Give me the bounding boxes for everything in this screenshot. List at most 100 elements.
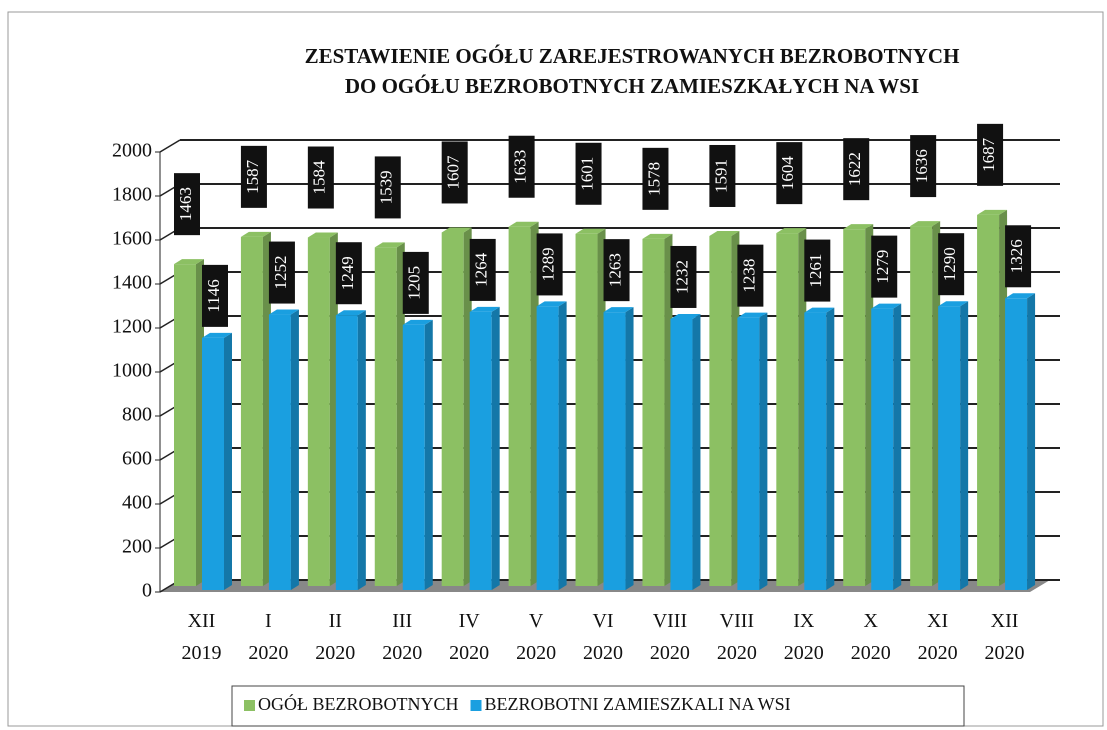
bar-side	[357, 310, 366, 590]
bar	[843, 224, 874, 586]
bar	[508, 221, 539, 587]
x-tick-label: I 2020	[248, 610, 288, 664]
data-label: 1622	[845, 152, 864, 186]
x-tick-label-line: V	[529, 610, 544, 632]
data-label-box	[776, 142, 803, 205]
y-tick-label: 1000	[112, 360, 152, 382]
bar-side	[625, 307, 634, 590]
data-label: 1249	[338, 256, 357, 290]
data-label: 1633	[511, 150, 530, 184]
data-label: 1463	[176, 187, 195, 221]
bar	[642, 233, 673, 586]
bar-top	[174, 259, 204, 265]
bar-front	[977, 214, 1000, 587]
data-label-box	[737, 244, 764, 307]
bar-front	[268, 314, 291, 590]
data-label: 1578	[644, 162, 663, 196]
y-tick-label: 1200	[112, 316, 152, 338]
chart-title: ZESTAWIENIE OGÓŁU ZAREJESTROWANYCH BEZRO…	[305, 44, 960, 68]
bar-top	[1005, 293, 1036, 299]
bar-top	[575, 228, 606, 234]
data-label: 1238	[739, 259, 758, 293]
bar	[575, 228, 606, 586]
x-tick-label: V 2020	[516, 610, 556, 664]
data-label: 1146	[204, 279, 223, 312]
bar-top	[603, 307, 634, 313]
chart-title: DO OGÓŁU BEZROBOTNYCH ZAMIESZKAŁYCH NA W…	[345, 74, 919, 98]
bar	[737, 312, 768, 590]
x-tick-label: VIII 2020	[650, 610, 690, 664]
bar	[603, 307, 634, 590]
data-label-box	[307, 146, 334, 209]
x-tick-label-line: 2020	[650, 642, 690, 664]
bar-front	[938, 306, 961, 590]
x-tick-label: II 2020	[315, 610, 355, 664]
bar-front	[508, 226, 531, 587]
bar-side	[1027, 293, 1036, 590]
data-label: 1252	[271, 256, 290, 290]
y-tick-label: 1800	[112, 184, 152, 206]
x-tick-label-line: 2020	[248, 642, 288, 664]
bar-top	[307, 232, 338, 238]
data-label-box	[1005, 225, 1032, 288]
bar-top	[938, 301, 969, 307]
bar	[441, 227, 472, 586]
data-label: 1263	[605, 253, 624, 287]
data-label: 1687	[979, 137, 998, 172]
x-tick-label-line: I	[265, 610, 272, 632]
bar	[174, 259, 204, 586]
data-label: 1604	[778, 156, 797, 191]
bar	[469, 306, 500, 590]
x-tick-label-line: XII	[991, 610, 1019, 632]
bar-top	[670, 313, 701, 319]
y-tick-label: 600	[122, 448, 152, 470]
bar	[374, 242, 405, 587]
grid-line	[159, 139, 181, 153]
bar-front	[670, 318, 693, 590]
data-label: 1261	[806, 254, 825, 288]
bar-top	[536, 301, 567, 307]
bar-top	[776, 228, 807, 234]
bar-top	[642, 233, 673, 239]
bar-front	[307, 237, 330, 586]
data-label: 1264	[472, 252, 491, 287]
bar-side	[960, 301, 969, 590]
data-label-box	[374, 156, 401, 219]
bar-top	[709, 230, 740, 236]
x-tick-label: IV 2020	[449, 610, 489, 664]
data-label: 1636	[912, 149, 931, 183]
y-tick-label: 400	[122, 492, 152, 514]
x-tick-label: XI 2020	[918, 610, 958, 664]
bar	[402, 319, 433, 590]
bar	[776, 228, 807, 586]
bar-front	[402, 324, 425, 590]
bar	[804, 307, 835, 590]
x-tick-label-line: III	[392, 610, 412, 632]
bar-top	[240, 231, 271, 237]
bar	[910, 221, 941, 586]
bar-side	[826, 307, 835, 590]
x-tick-label-line: XII	[188, 610, 216, 632]
x-tick-label: VI 2020	[583, 610, 623, 664]
bar-front	[335, 315, 358, 590]
bar-side	[424, 319, 433, 590]
bar	[240, 231, 271, 587]
bar-front	[642, 238, 665, 586]
data-label-box	[910, 135, 937, 198]
bar-front	[709, 235, 732, 587]
bar	[268, 309, 299, 590]
bar-front	[843, 229, 866, 586]
bar-front	[871, 308, 894, 590]
bar	[977, 209, 1008, 587]
bar-side	[224, 332, 232, 590]
data-label-box	[335, 242, 362, 305]
bar-front	[202, 337, 224, 590]
data-label-box	[603, 239, 630, 302]
bar-front	[536, 306, 559, 590]
x-tick-label-line: XI	[927, 610, 948, 632]
bar-side	[759, 312, 768, 590]
x-tick-label-line: X	[863, 610, 878, 632]
bar-top	[977, 209, 1008, 215]
data-label: 1289	[539, 247, 558, 281]
